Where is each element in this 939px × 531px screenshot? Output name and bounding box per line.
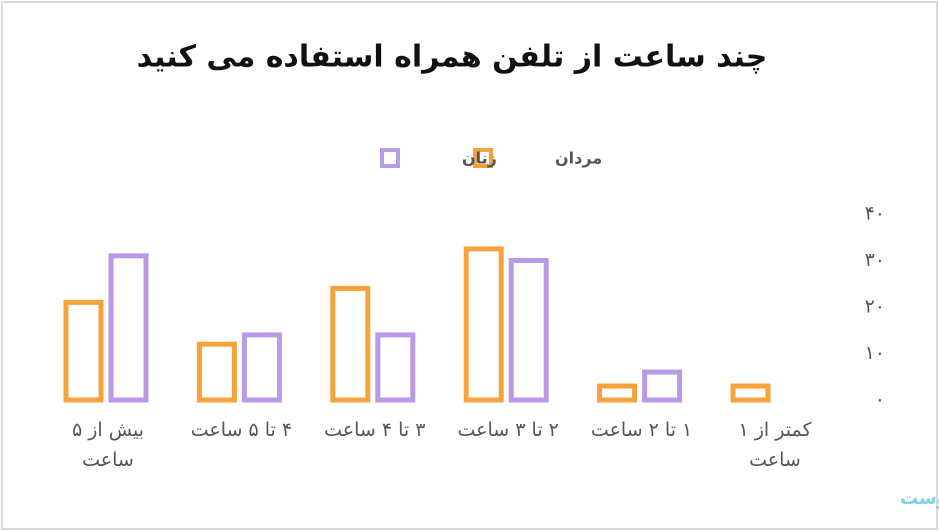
bar (196, 341, 237, 403)
bar (508, 258, 549, 403)
y-tick-label: ۳۰ (865, 249, 885, 271)
y-tick-label: ۲۰ (865, 296, 885, 318)
x-tick-label: بیش از ۵ ساعت (72, 419, 144, 471)
x-tick-label: ۲ تا ۳ ساعت (457, 419, 559, 441)
bar (642, 369, 683, 403)
x-tick-label: کمتر از ۱ ساعت (738, 419, 812, 471)
bar (463, 246, 504, 403)
chart-title: چند ساعت از تلفن همراه استفاده می کنید (137, 40, 768, 75)
bar (63, 299, 104, 403)
legend-swatch (473, 148, 493, 168)
x-tick-label: ۳ تا ۴ ساعت (324, 419, 426, 441)
watermark: بیوست (900, 488, 939, 509)
bar (108, 253, 149, 403)
y-tick-label: ۱۰ (865, 342, 885, 364)
y-tick-label: ۰ (875, 389, 885, 411)
bar (597, 383, 638, 403)
bar (330, 285, 371, 403)
legend-label: مردان (555, 149, 602, 168)
bar (375, 332, 416, 403)
y-tick-label: ۴۰ (865, 203, 885, 225)
x-tick-label: ۱ تا ۲ ساعت (590, 419, 693, 441)
bar (730, 383, 771, 403)
bar (241, 332, 282, 403)
x-tick-label: ۴ تا ۵ ساعت (190, 419, 293, 441)
legend-swatch (380, 148, 400, 168)
legend-label: زنان (462, 149, 497, 168)
